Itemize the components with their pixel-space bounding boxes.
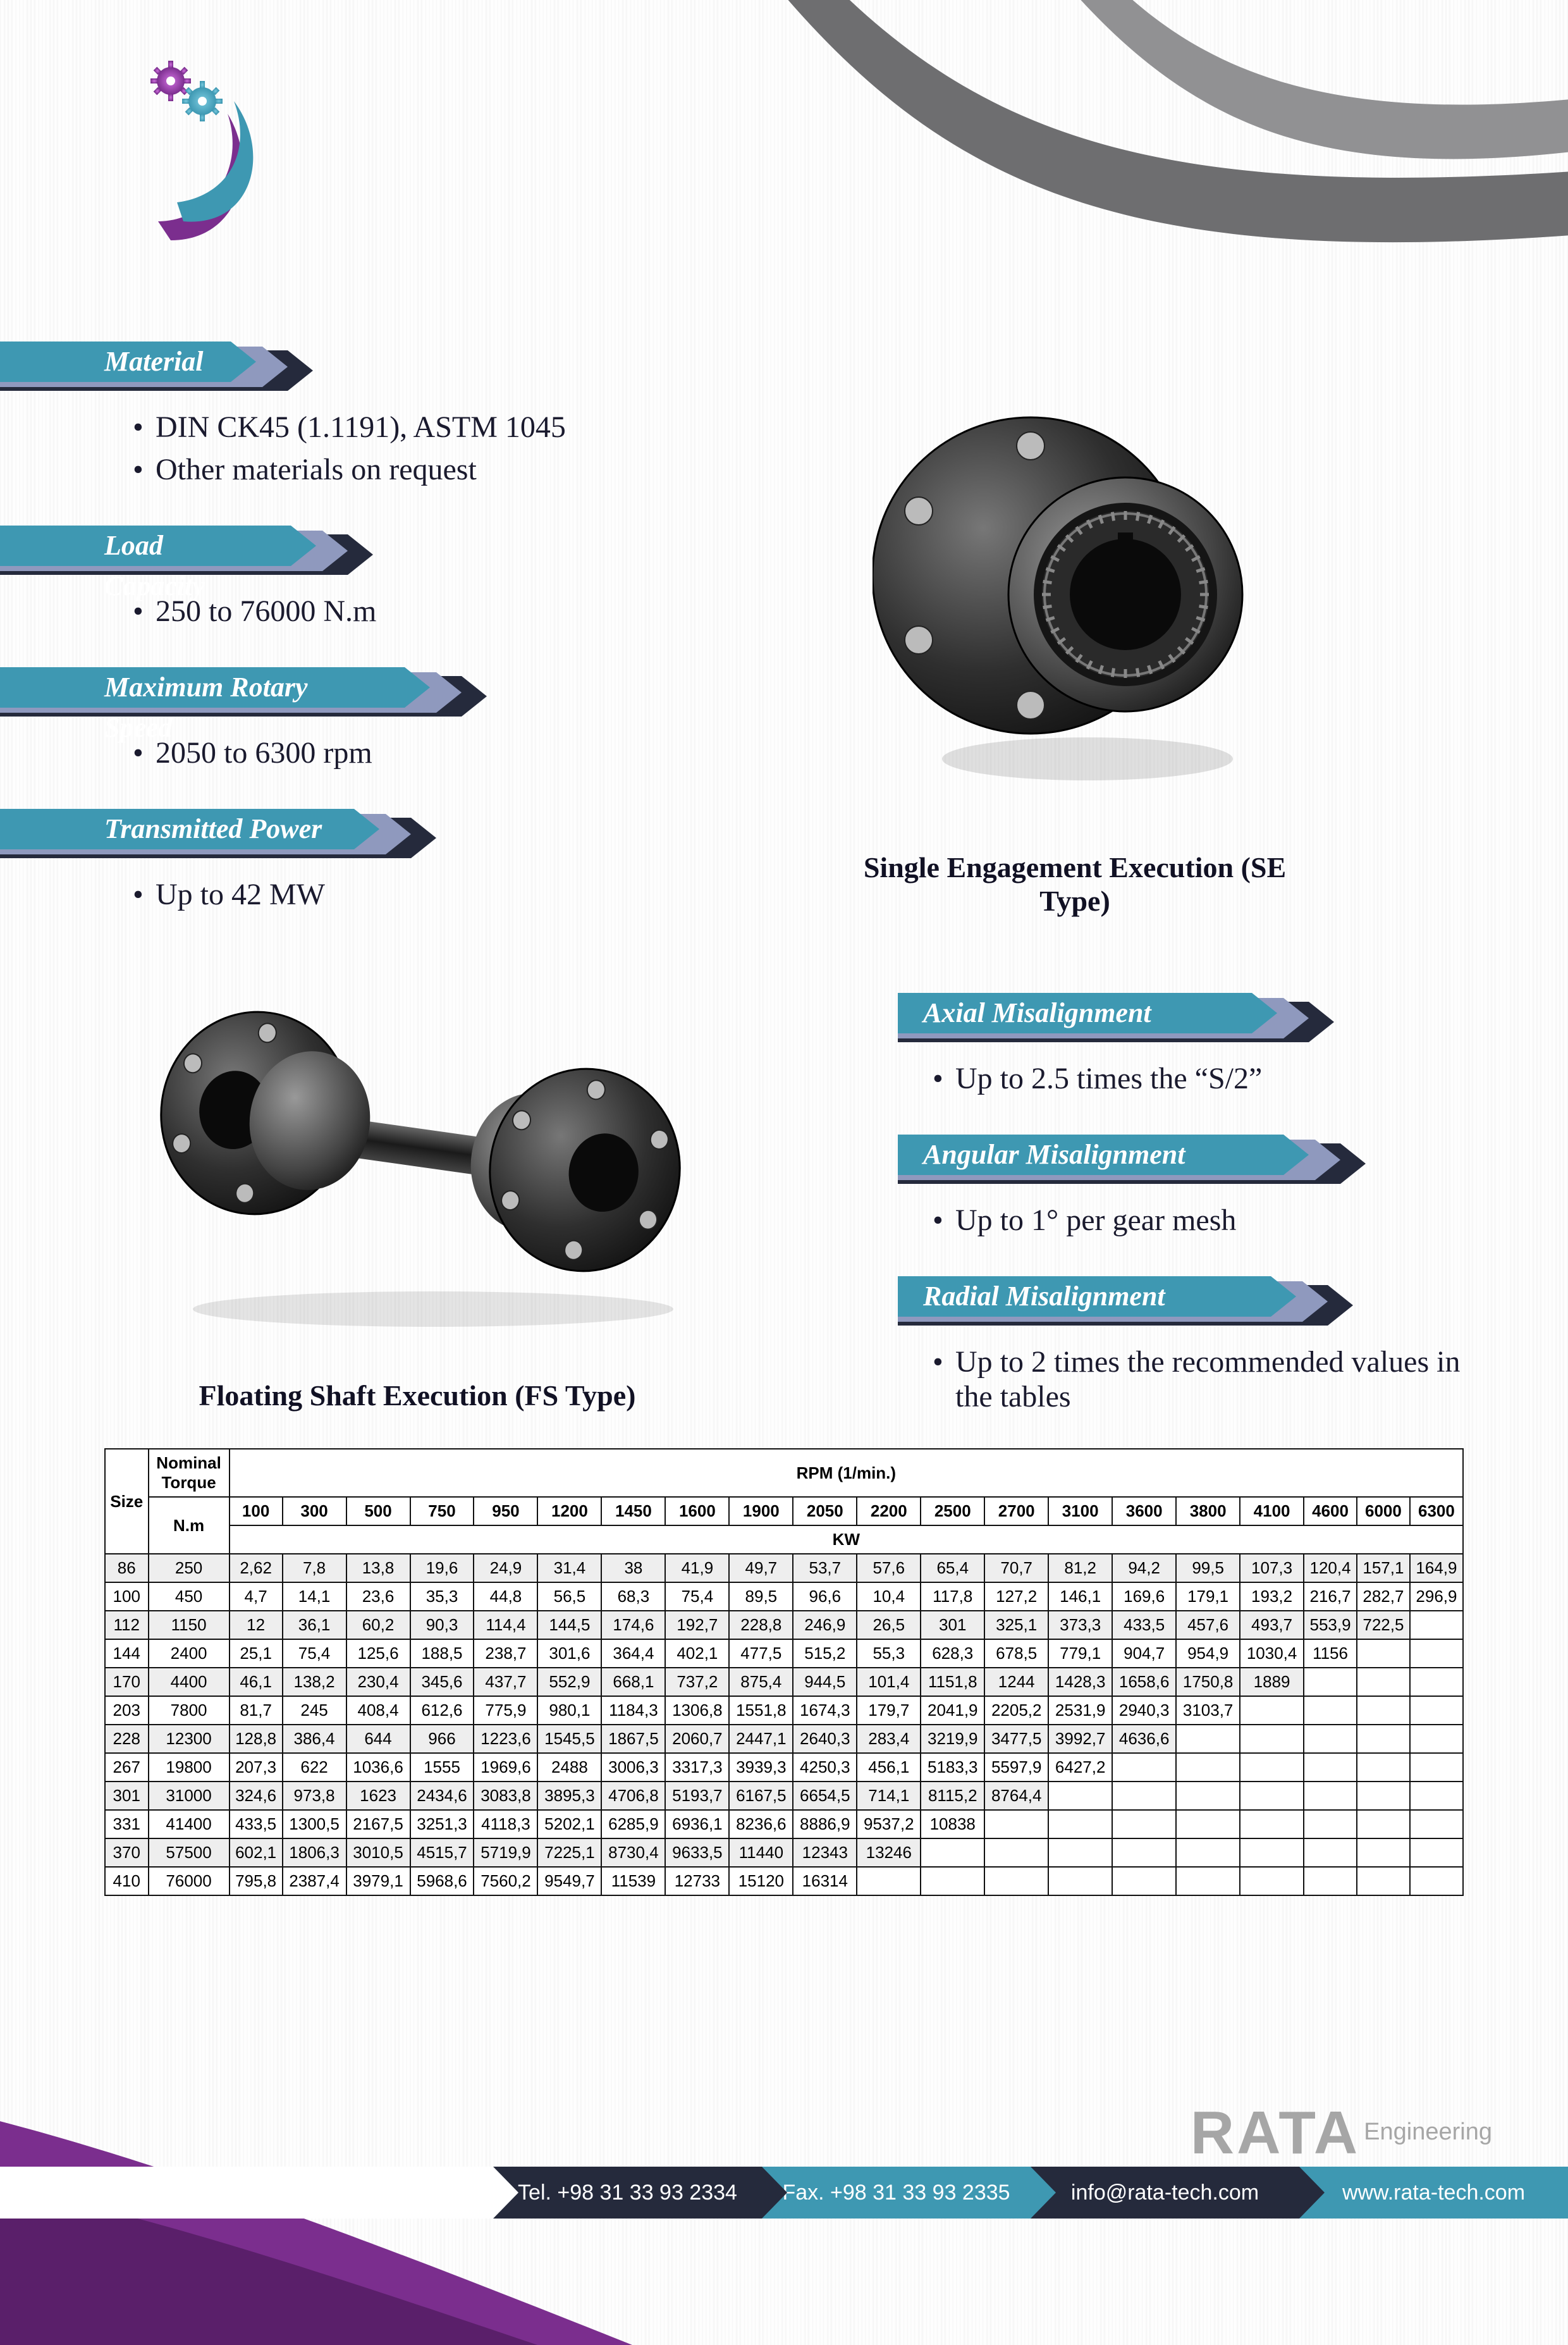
top-swoosh	[398, 0, 1568, 367]
page-footer: RATAEngineering Tel. +98 31 33 93 2334 F…	[0, 2098, 1568, 2219]
footer-fax: Fax. +98 31 33 93 2335	[762, 2167, 1031, 2219]
product-se-illustration	[873, 386, 1277, 791]
section-heading: Load Capacity	[0, 526, 291, 566]
caption-se: Single Engagement Execution (SE Type)	[854, 851, 1296, 918]
bullet-item: 250 to 76000 N.m	[133, 590, 759, 632]
product-fs-illustration	[130, 987, 711, 1334]
footer-tel: Tel. +98 31 33 93 2334	[493, 2167, 762, 2219]
company-logo	[133, 57, 322, 247]
section-heading: Transmitted Power	[0, 809, 354, 849]
bullet-item: Up to 42 MW	[133, 873, 759, 916]
section-heading: Material	[0, 342, 231, 382]
footer-web: www.rata-tech.com	[1299, 2167, 1568, 2219]
bullet-item: DIN CK45 (1.1191), ASTM 1045	[133, 406, 759, 448]
caption-fs: Floating Shaft Execution (FS Type)	[158, 1379, 677, 1412]
bullet-item: Up to 1° per gear mesh	[933, 1199, 1476, 1241]
bullet-item: Up to 2.5 times the “S/2”	[933, 1057, 1476, 1100]
section-heading: Maximum Rotary Speed	[0, 667, 405, 708]
brand-text: RATAEngineering	[1191, 2098, 1492, 2168]
section-heading: Radial Misalignment	[898, 1276, 1271, 1317]
footer-email: info@rata-tech.com	[1031, 2167, 1299, 2219]
bullet-item: Up to 2 times the recommended values in …	[933, 1341, 1476, 1418]
bullet-item: 2050 to 6300 rpm	[133, 732, 759, 774]
section-heading: Axial Misalignment	[898, 993, 1252, 1033]
spec-table: SizeNominal TorqueRPM (1/min.)N.m1003005…	[104, 1448, 1464, 1896]
bullet-item: Other materials on request	[133, 448, 759, 491]
section-heading: Angular Misalignment	[898, 1135, 1283, 1175]
